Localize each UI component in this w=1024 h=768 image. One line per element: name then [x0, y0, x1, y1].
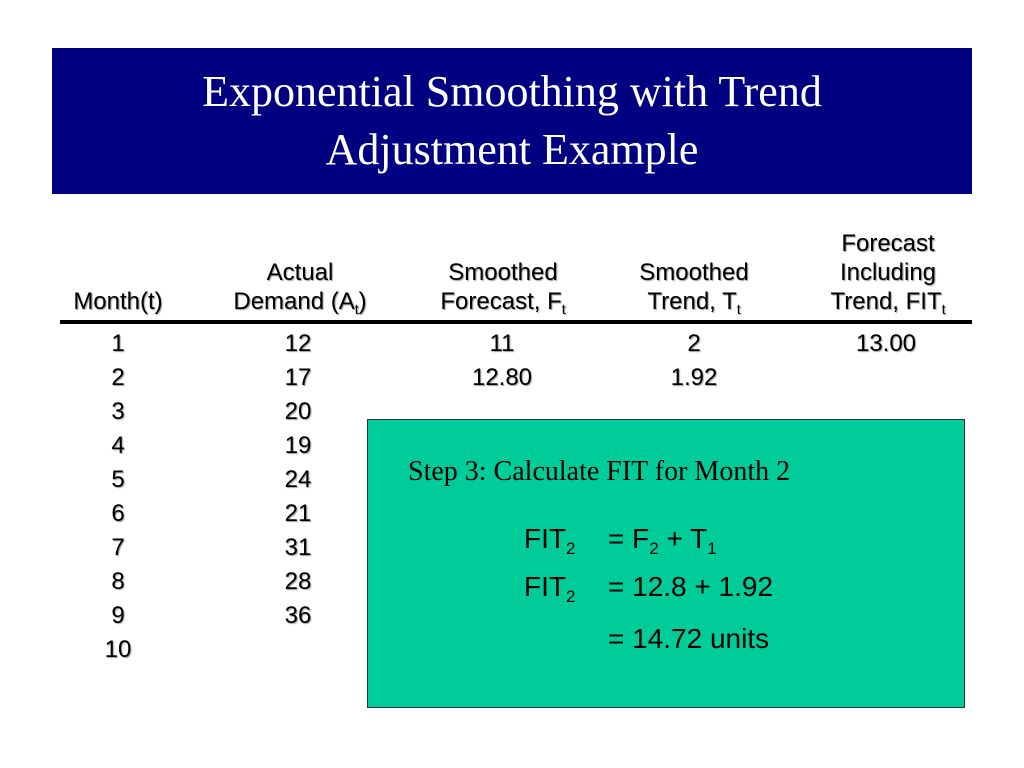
- title-line-1: Exponential Smoothing with Trend: [202, 67, 822, 116]
- table-cell-month: 5: [111, 466, 125, 493]
- table-cell-actual: 21: [284, 500, 312, 527]
- equation-2-lhs: FIT2: [524, 571, 576, 606]
- table-cell-month: 3: [111, 398, 125, 425]
- equation-1-rhs: = F2 + T1: [608, 523, 717, 558]
- header-divider: [60, 320, 972, 324]
- table-cell-actual: 12: [284, 330, 312, 357]
- table-cell-actual: 17: [284, 364, 312, 391]
- header-actual-demand: Actual Demand (At): [233, 259, 367, 317]
- table-cell-month: 7: [111, 534, 125, 561]
- table-cell-month: 6: [111, 500, 125, 527]
- table-cell-actual: 19: [284, 432, 312, 459]
- equation-1-lhs: FIT2: [524, 523, 576, 558]
- fit-calculation-callout: Step 3: Calculate FIT for Month 2 FIT2 =…: [367, 419, 965, 708]
- table-cell-trend: 2: [687, 330, 701, 357]
- table-cell-actual: 24: [284, 466, 312, 493]
- table-cell-forecast: 12.80: [471, 364, 533, 391]
- table-cell-month: 10: [104, 636, 132, 663]
- table-cell-trend: 1.92: [670, 364, 718, 391]
- header-month: Month(t): [73, 288, 163, 315]
- header-forecast-including-trend: Forecast Including Trend, FITt: [830, 230, 946, 317]
- title-line-2: Adjustment Example: [325, 125, 699, 174]
- table-cell-month: 2: [111, 364, 125, 391]
- table-cell-actual: 20: [284, 398, 312, 425]
- table-cell-actual: 31: [284, 534, 312, 561]
- table-cell-forecast: 11: [489, 330, 515, 357]
- table-cell-month: 8: [111, 568, 125, 595]
- table-cell-actual: 28: [284, 568, 312, 595]
- table-cell-month: 9: [111, 602, 125, 629]
- equation-3-rhs: = 14.72 units: [608, 623, 770, 654]
- table-cell-fit: 13.00: [855, 330, 917, 357]
- table-cell-month: 4: [111, 432, 125, 459]
- table-cell-month: 1: [111, 330, 125, 357]
- table-cell-actual: 36: [284, 602, 312, 629]
- header-smoothed-trend: Smoothed Trend, Tt: [639, 259, 749, 317]
- header-smoothed-forecast: Smoothed Forecast, Ft: [440, 259, 566, 317]
- equation-2-rhs: = 12.8 + 1.92: [608, 571, 774, 602]
- step-heading: Step 3: Calculate FIT for Month 2: [408, 456, 791, 487]
- slide-title: Exponential Smoothing with Trend Adjustm…: [52, 48, 972, 194]
